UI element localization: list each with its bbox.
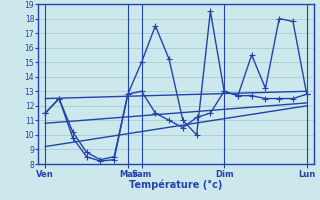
X-axis label: Température (°c): Température (°c) [129,180,223,190]
